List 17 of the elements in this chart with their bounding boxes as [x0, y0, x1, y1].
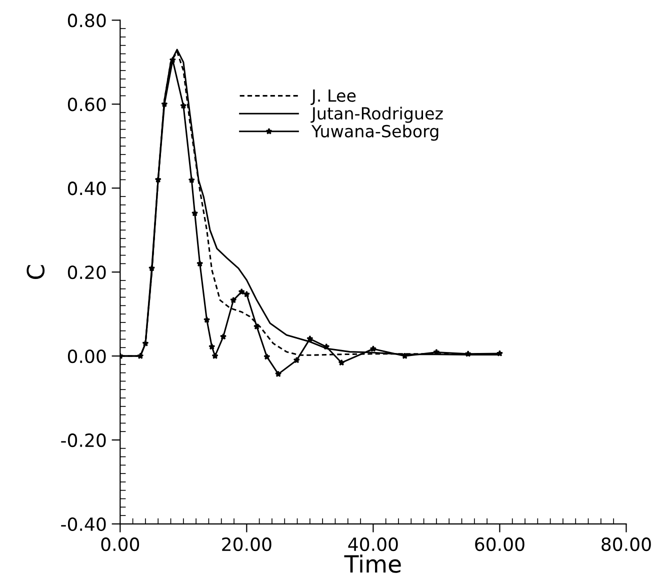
y-tick-label: 0.80 [68, 14, 106, 28]
x-tick-label: 20.00 [222, 537, 272, 552]
x-tick-label: 40.00 [348, 537, 398, 552]
legend-label: Yuwana-Seborg [311, 124, 438, 141]
y-tick-label: 0.40 [68, 182, 106, 196]
x-tick-label: 0.00 [101, 537, 140, 552]
x-axis-title: Time [344, 554, 401, 573]
y-tick-label: 0.60 [68, 98, 106, 112]
y-tick-label: -0.20 [61, 433, 106, 448]
x-tick-label: 80.00 [602, 537, 651, 552]
legend-label: Jutan-Rodriguez [310, 106, 443, 123]
y-tick-label: 0.00 [68, 349, 106, 364]
legend-label: J. Lee [310, 89, 356, 105]
y-tick-label: 0.20 [68, 266, 106, 280]
x-tick-label: 60.00 [475, 537, 524, 552]
y-axis-title: C [26, 265, 45, 279]
y-tick-label: -0.40 [61, 517, 106, 532]
